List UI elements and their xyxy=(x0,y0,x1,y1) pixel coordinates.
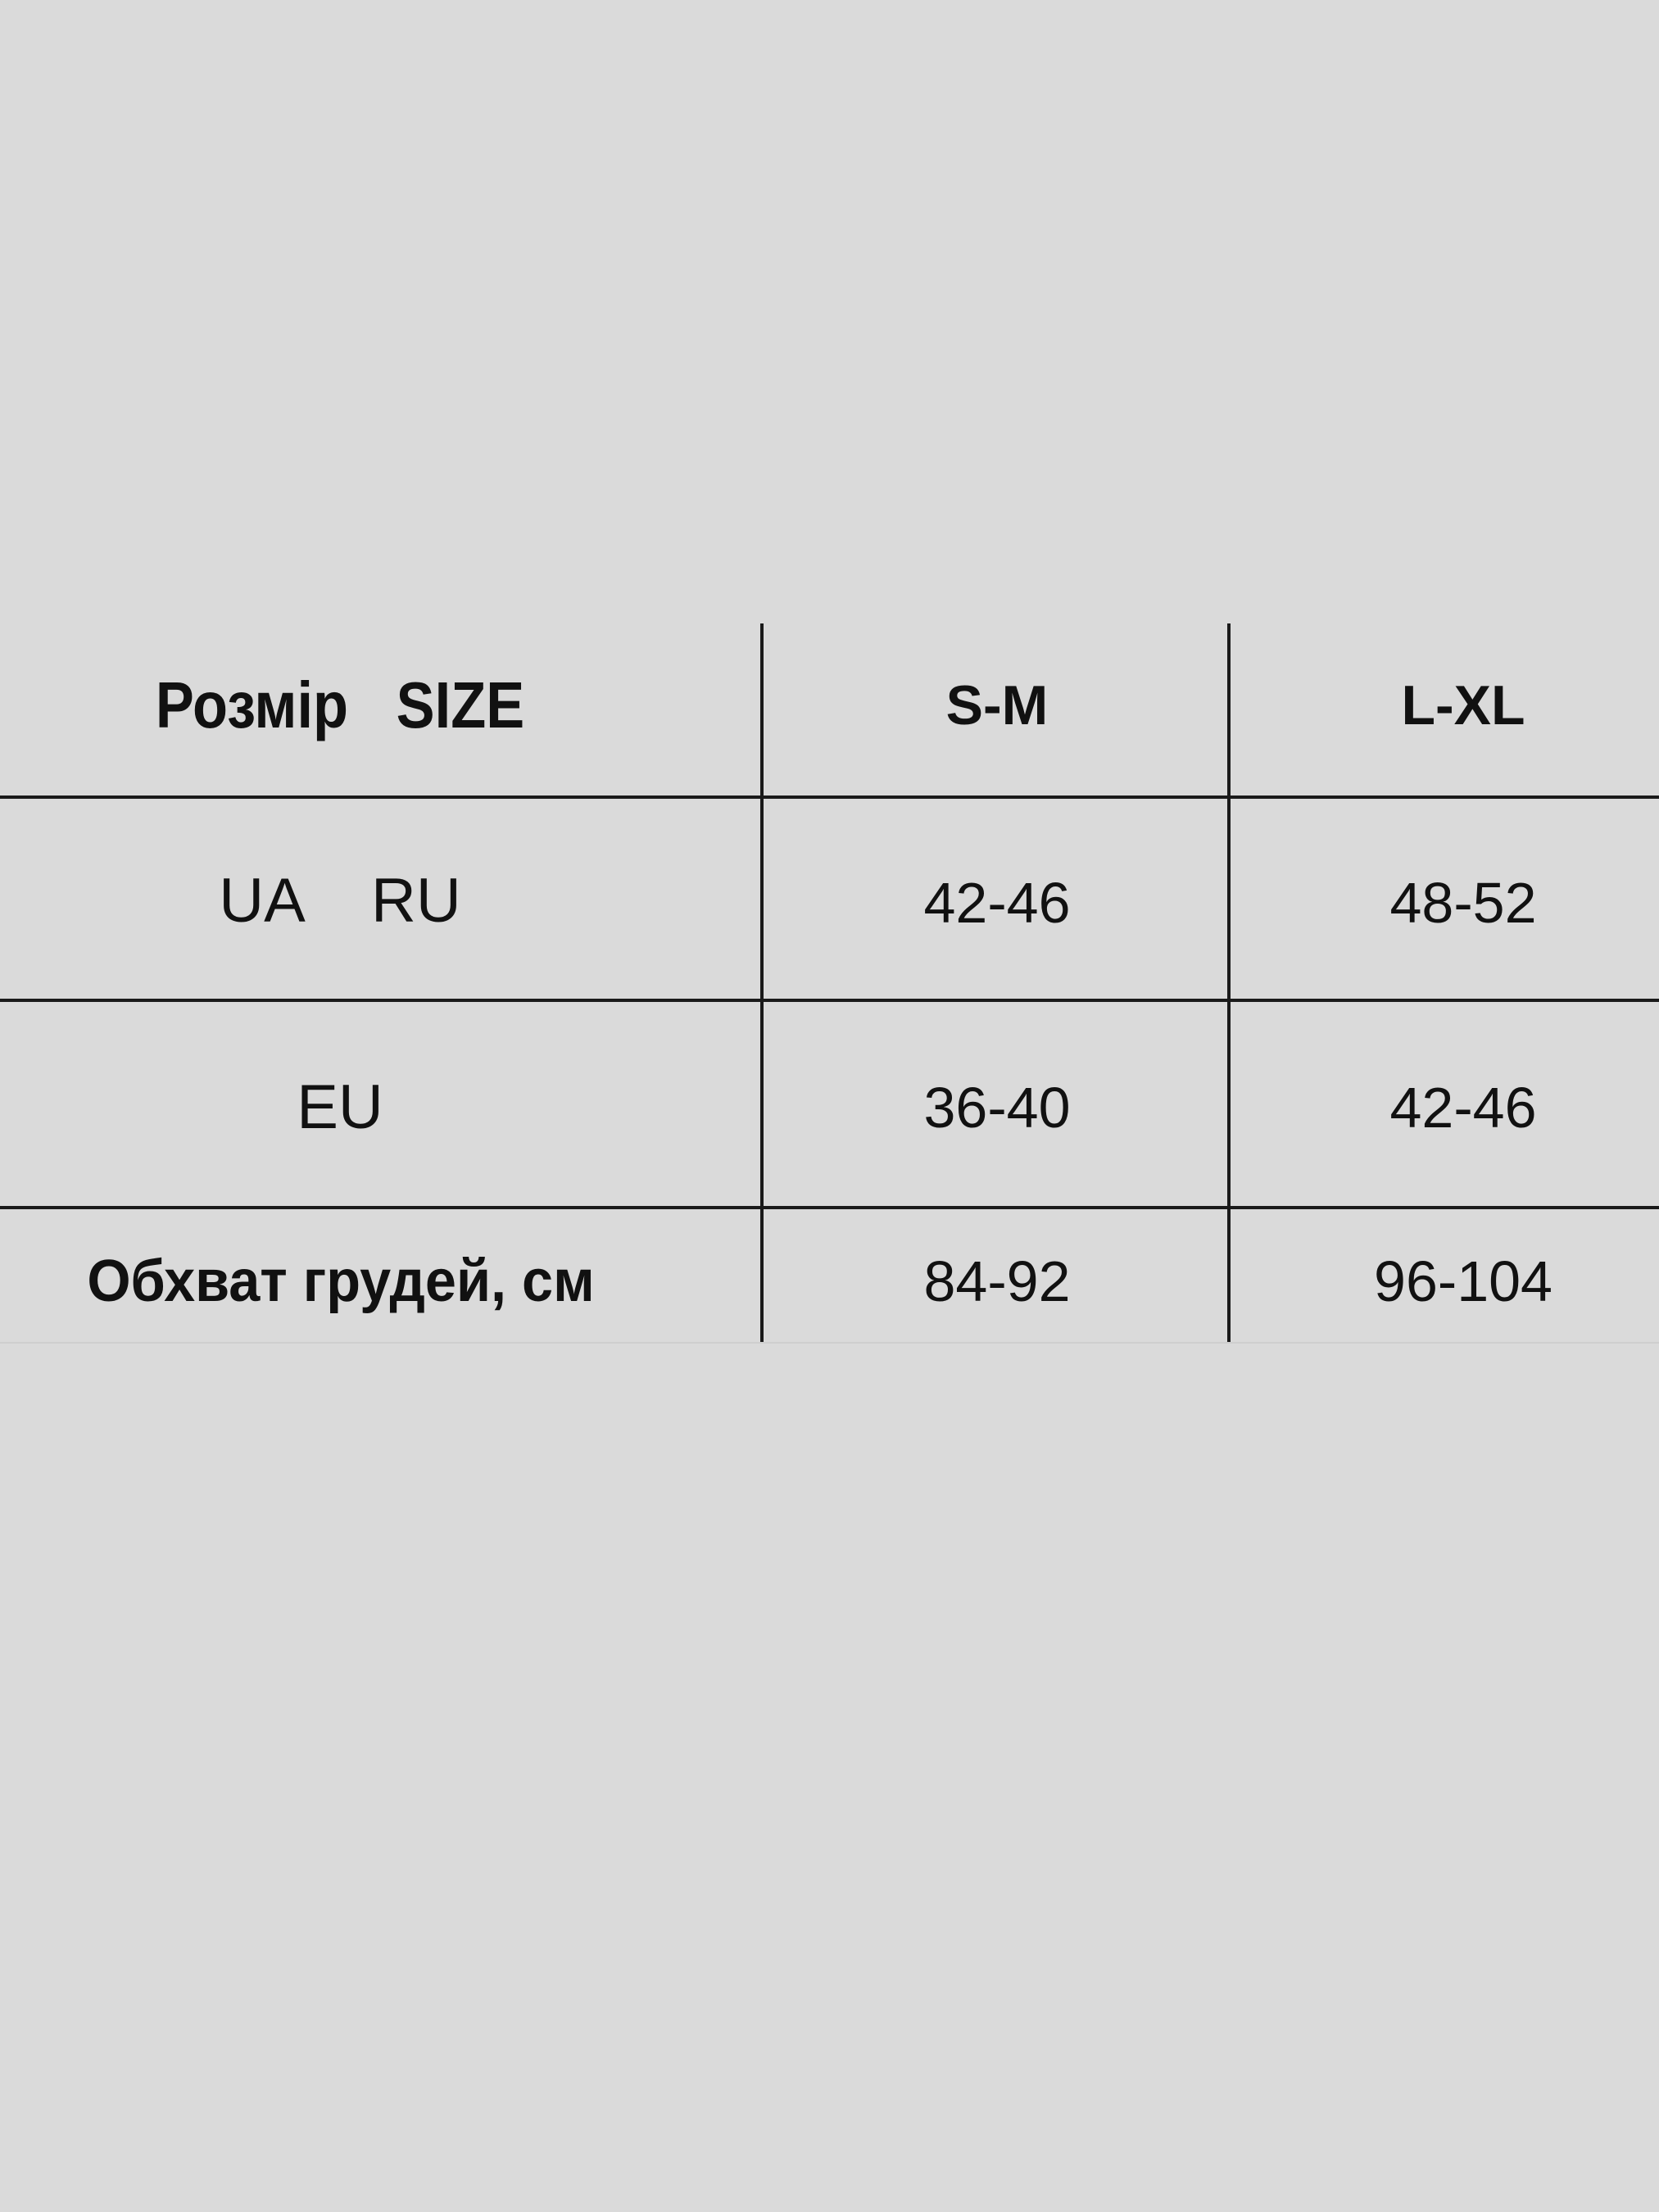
cell-value: 84-92 xyxy=(923,1249,1071,1313)
cell-value: 96-104 xyxy=(1374,1249,1552,1313)
header-l-xl: L-XL xyxy=(1401,674,1525,737)
row-divider xyxy=(0,999,1659,1002)
cell-value: 42-46 xyxy=(923,871,1071,935)
header-size-label: Розмір SIZE xyxy=(155,669,525,741)
row-label-eu: EU xyxy=(297,1072,383,1142)
cell-value: 48-52 xyxy=(1389,871,1537,935)
column-divider xyxy=(1227,623,1231,1343)
row-label-ua-ru: UA RU xyxy=(219,866,461,936)
row-divider xyxy=(0,1206,1659,1209)
column-divider xyxy=(760,623,764,1343)
cell-value: 42-46 xyxy=(1389,1076,1537,1140)
cell-value: 36-40 xyxy=(923,1076,1071,1140)
table-bottom-edge xyxy=(0,1342,1659,1344)
row-label-chest: Обхват грудей, см xyxy=(87,1249,595,1314)
row-divider xyxy=(0,796,1659,799)
header-s-m: S-M xyxy=(945,674,1049,737)
